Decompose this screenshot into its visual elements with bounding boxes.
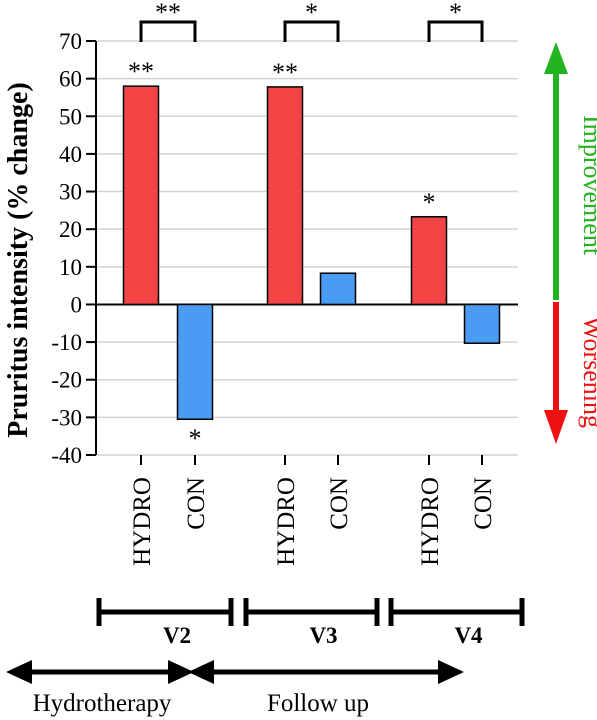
y-tick-label: -30: [51, 405, 82, 430]
bar-con: [463, 303, 501, 344]
bar-significance: **: [128, 57, 154, 86]
x-tick-label: CON: [470, 477, 497, 530]
bar-hydro: [122, 85, 160, 306]
y-tick-label: 60: [59, 67, 82, 92]
y-tick-label: -10: [51, 330, 82, 355]
bars: [122, 85, 501, 420]
y-tick-label: 0: [71, 292, 83, 317]
bracket-significance: *: [305, 0, 318, 27]
improvement-label: Improvement: [578, 115, 597, 256]
worsening-arrow: [544, 302, 568, 444]
significance-bracket: [427, 20, 484, 42]
bar-significance: *: [423, 188, 436, 217]
x-tick-labels: HYDRO CON HYDRO CON HYDRO CON: [129, 477, 497, 566]
visit-groups: V2 V3 V4: [96, 598, 525, 648]
worsening-label: Worsening: [578, 316, 597, 428]
visit-label: V3: [309, 623, 337, 648]
bar-con: [319, 272, 357, 306]
y-tick-label: -40: [51, 443, 82, 468]
improvement-arrow: [544, 42, 568, 300]
bar-hydro: [266, 86, 304, 306]
bracket-significance: **: [155, 0, 181, 27]
grid: [96, 40, 518, 456]
x-tick-label: HYDRO: [417, 477, 444, 566]
visit-label: V4: [454, 623, 483, 648]
bar-significance: **: [272, 58, 298, 87]
y-tick-label: 40: [59, 142, 82, 167]
follow-up-label: Follow up: [267, 690, 369, 717]
x-tick-label: HYDRO: [273, 477, 300, 566]
y-tick-label: 10: [59, 255, 82, 280]
y-tick-label: -20: [51, 368, 82, 393]
bar-hydro: [410, 216, 448, 306]
significance-bracket: [283, 20, 340, 42]
y-axis: [86, 40, 483, 465]
significance-bracket: [139, 20, 197, 42]
y-tick-label: 70: [59, 29, 82, 54]
group-brackets: ** * *: [139, 0, 484, 42]
bar-significance: *: [189, 424, 202, 453]
y-tick-labels: 70 60 50 40 30 20 10 0 -10 -20 -30 -40: [51, 29, 82, 468]
y-axis-label: Pruritus intensity (% change): [3, 82, 34, 437]
bar-con: [176, 303, 214, 420]
y-tick-label: 20: [59, 217, 82, 242]
bracket-significance: *: [449, 0, 462, 27]
hydrotherapy-arrow: [6, 660, 194, 684]
x-tick-label: CON: [183, 477, 210, 530]
x-tick-label: CON: [326, 477, 353, 530]
visit-label: V2: [163, 623, 191, 648]
hydrotherapy-label: Hydrotherapy: [33, 690, 172, 717]
y-tick-label: 30: [59, 180, 82, 205]
significance-marks: ******: [128, 57, 436, 453]
y-tick-label: 50: [59, 104, 82, 129]
x-tick-label: HYDRO: [129, 477, 156, 566]
follow-up-arrow: [188, 660, 464, 684]
